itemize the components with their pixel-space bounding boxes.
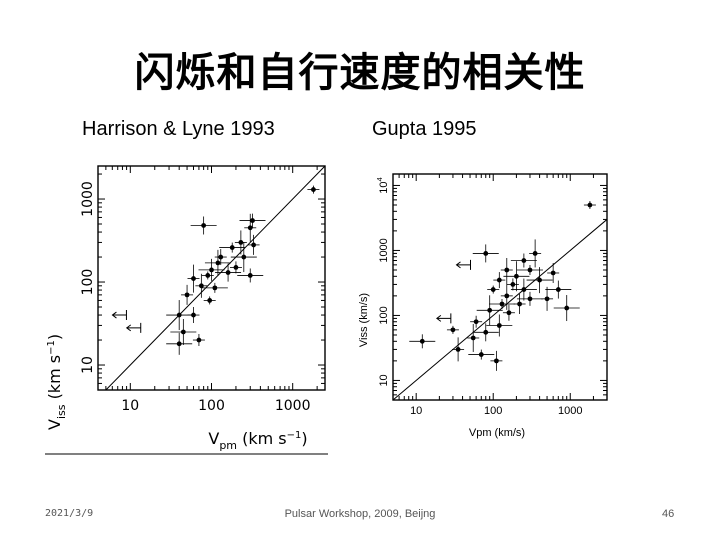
data-point — [496, 277, 502, 283]
data-point — [537, 277, 542, 283]
data-point — [483, 329, 489, 335]
data-point — [209, 267, 214, 273]
upper-limit-arrow — [111, 310, 127, 321]
y-tick-label: 100 — [80, 269, 96, 296]
data-point — [191, 276, 196, 281]
data-point — [587, 202, 593, 208]
left-chart-caption: Harrison & Lyne 1993 — [82, 118, 275, 140]
data-point — [555, 287, 561, 292]
reference-line — [105, 165, 326, 391]
data-point — [419, 338, 425, 344]
data-point — [205, 273, 211, 278]
data-point — [473, 319, 479, 325]
data-point — [514, 273, 519, 279]
data-point — [487, 307, 493, 313]
data-point — [521, 258, 527, 263]
harrison-lyne-scatter-chart: 10 100 1000 10 100 1000 Vpm (km s−1) Viss (km… — [45, 165, 328, 455]
data-point — [517, 301, 522, 307]
data-point — [229, 245, 235, 250]
data-point — [198, 283, 204, 289]
data-point — [238, 240, 244, 245]
data-point — [506, 310, 512, 316]
y-axis-label: Viss (km/s) — [358, 293, 370, 347]
data-point — [311, 187, 316, 192]
data-point — [496, 323, 502, 328]
upper-limit-arrow — [125, 322, 142, 333]
data-point — [233, 265, 239, 270]
data-point — [564, 305, 570, 311]
data-point — [191, 312, 196, 318]
x-tick-label: 1000 — [558, 405, 582, 417]
data-point — [483, 251, 489, 256]
data-point — [494, 358, 499, 364]
data-point — [527, 267, 533, 273]
x-axis-label: Vpm (km s−1) — [208, 429, 307, 452]
y-tick-label: 1000 — [80, 181, 96, 217]
data-point — [184, 292, 190, 298]
data-point — [550, 270, 556, 276]
y-tick-label: 10 — [378, 374, 390, 386]
data-point — [212, 285, 218, 291]
x-tick-label: 100 — [484, 405, 502, 417]
x-tick-label: 10 — [410, 405, 422, 417]
data-point — [215, 260, 221, 266]
data-point — [207, 298, 213, 303]
x-tick-label: 1000 — [275, 398, 311, 414]
data-point — [176, 312, 182, 318]
footer-date: 2021/3/9 — [45, 508, 94, 519]
y-axis-label: Viss (km s−1) — [45, 334, 68, 430]
footer-event: Pulsar Workshop, 2009, Beijng — [284, 508, 436, 520]
x-tick-label: 10 — [121, 398, 139, 414]
data-point — [478, 352, 484, 357]
data-point — [455, 347, 461, 352]
data-point — [251, 242, 256, 248]
y-tick-label: 10 — [80, 356, 96, 374]
data-point — [532, 251, 538, 256]
upper-limit-arrow — [436, 313, 452, 324]
data-point — [250, 218, 255, 223]
reference-line — [392, 219, 608, 401]
upper-limit-arrow — [455, 259, 472, 270]
data-point — [218, 254, 224, 260]
page-number: 46 — [662, 508, 675, 520]
data-point — [241, 254, 247, 260]
y-tick-label: 1000 — [378, 238, 390, 262]
data-point — [180, 329, 186, 335]
data-point — [176, 341, 182, 347]
gupta-scatter-chart: 10 100 1000 10 100 1000 104 Vpm (km/s) Viss (k… — [358, 173, 608, 439]
data-point — [521, 287, 527, 292]
data-point — [247, 273, 253, 278]
data-point — [544, 296, 550, 302]
data-point — [504, 293, 510, 299]
data-point — [225, 270, 231, 275]
plot-frame — [392, 173, 608, 401]
data-point — [527, 296, 533, 302]
data-point — [504, 267, 510, 273]
x-axis-label: Vpm (km/s) — [469, 427, 525, 439]
data-point — [499, 301, 505, 307]
data-point — [470, 335, 476, 341]
x-tick-label: 100 — [198, 398, 225, 414]
data-point — [196, 337, 202, 343]
data-point — [450, 327, 456, 333]
data-point — [201, 223, 207, 228]
right-chart-caption: Gupta 1995 — [372, 118, 477, 140]
data-point — [247, 225, 253, 231]
y-tick-label: 104 — [375, 176, 390, 193]
slide-title: 闪烁和自行速度的相关性 — [134, 50, 586, 96]
data-point — [490, 287, 496, 292]
data-point — [510, 282, 516, 287]
y-tick-label: 100 — [378, 306, 390, 324]
